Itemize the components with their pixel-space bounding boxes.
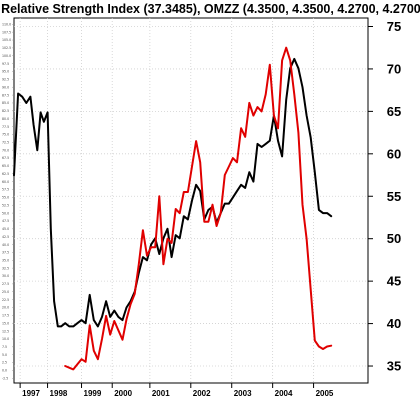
left-tick-label: 5.0: [2, 353, 7, 357]
left-tick-label: 2.5: [2, 361, 7, 365]
left-tick-label: 77.5: [2, 125, 9, 129]
right-tick-label: 35: [387, 359, 401, 374]
left-tick-label: 82.5: [2, 109, 9, 113]
left-tick-label: 102.5: [2, 46, 11, 50]
left-tick-label: 100.0: [2, 54, 11, 58]
series-lines: [13, 46, 333, 371]
left-tick-label: 7.5: [2, 345, 7, 349]
left-tick-label: 15.0: [2, 321, 9, 325]
left-tick-label: 70.0: [2, 148, 9, 152]
left-tick-label: 110.0: [2, 22, 11, 26]
x-tick-label: 2005: [316, 389, 334, 398]
left-tick-label: 20.0: [2, 306, 9, 310]
left-tick-label: 42.5: [2, 235, 9, 239]
right-y-axis: 35 40 45 50 55 60 65 70 75: [368, 19, 401, 374]
left-tick-label: 67.5: [2, 156, 9, 160]
left-tick-label: 57.5: [2, 188, 9, 192]
x-tick-label: 2004: [275, 389, 293, 398]
left-tick-label: 25.0: [2, 290, 9, 294]
right-tick-label: 65: [387, 104, 401, 119]
left-tick-label: 60.0: [2, 180, 9, 184]
grid: [14, 18, 368, 383]
left-tick-label: 55.0: [2, 196, 9, 200]
left-tick-label: 107.5: [2, 30, 11, 34]
left-tick-label: 12.5: [2, 329, 9, 333]
rsi-line-red: [64, 46, 333, 371]
chart-title: Relative Strength Index (37.3485), OMZZ …: [1, 2, 420, 16]
left-tick-label: 32.5: [2, 266, 9, 270]
x-tick-label: 1997: [22, 389, 40, 398]
left-tick-label: 27.5: [2, 282, 9, 286]
left-tick-label: 35.0: [2, 258, 9, 262]
x-tick-label: 2003: [234, 389, 252, 398]
right-tick-label: 60: [387, 146, 401, 161]
left-tick-label: 52.5: [2, 203, 9, 207]
right-tick-label: 75: [387, 19, 401, 34]
left-tick-label: 85.0: [2, 101, 9, 105]
left-tick-label: 92.5: [2, 78, 9, 82]
left-tick-label: 62.5: [2, 172, 9, 176]
left-tick-label: 37.5: [2, 251, 9, 255]
right-tick-label: 40: [387, 316, 401, 331]
left-tick-label: 22.5: [2, 298, 9, 302]
left-tick-label: 75.0: [2, 133, 9, 137]
left-tick-label: 87.5: [2, 93, 9, 97]
left-tick-label: 45.0: [2, 227, 9, 231]
left-tick-label: 105.0: [2, 38, 11, 42]
right-tick-label: 70: [387, 61, 401, 76]
x-tick-label: 2002: [193, 389, 211, 398]
left-tick-label: -2.5: [2, 376, 8, 380]
left-tick-label: 65.0: [2, 164, 9, 168]
left-tick-label: 17.5: [2, 314, 9, 318]
left-tick-label: 47.5: [2, 219, 9, 223]
left-tick-label: 95.0: [2, 70, 9, 74]
left-tick-label: 80.0: [2, 117, 9, 121]
right-tick-label: 50: [387, 231, 401, 246]
left-y-axis: -2.5 0.0 2.5 5.0 7.5 10.0 12.5 15.0 17.5 20.0 22.5…: [2, 22, 14, 380]
left-tick-label: 30.0: [2, 274, 9, 278]
rsi-line-black: [13, 57, 333, 328]
right-tick-label: 55: [387, 189, 401, 204]
x-tick-label: 1998: [50, 389, 68, 398]
left-tick-label: 50.0: [2, 211, 9, 215]
left-tick-label: 97.5: [2, 62, 9, 66]
x-tick-label: 1999: [84, 389, 102, 398]
left-tick-label: 72.5: [2, 140, 9, 144]
x-tick-label: 2000: [114, 389, 132, 398]
x-axis: 1997 1998 1999 2000 2001 2002 2003 2004 2005: [19, 383, 334, 398]
left-tick-label: 10.0: [2, 337, 9, 341]
left-tick-label: 90.0: [2, 85, 9, 89]
left-tick-label: 0.0: [2, 369, 7, 373]
right-tick-label: 45: [387, 274, 401, 289]
left-tick-label: 40.0: [2, 243, 9, 247]
x-tick-label: 2001: [152, 389, 170, 398]
